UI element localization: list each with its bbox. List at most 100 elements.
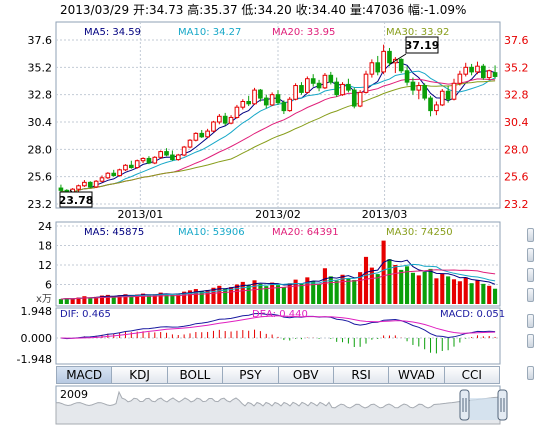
volume-bar bbox=[387, 259, 392, 304]
tab-psy[interactable]: PSY bbox=[223, 366, 279, 384]
x-tick-label: 2013/02 bbox=[255, 208, 301, 221]
volume-bar bbox=[428, 268, 433, 304]
volume-y-axis: 24 18 12 6 bbox=[38, 220, 52, 292]
hdr-low: 低:34.20 bbox=[241, 3, 295, 17]
vol-ma20-line bbox=[60, 269, 496, 300]
tab-macd[interactable]: MACD bbox=[56, 366, 113, 384]
volume-bar bbox=[88, 297, 93, 304]
y-tick-label: 35.2 bbox=[28, 61, 53, 74]
volume-bar bbox=[487, 285, 492, 304]
volume-bar bbox=[123, 294, 128, 304]
candle bbox=[263, 94, 269, 109]
candle bbox=[228, 115, 234, 125]
candle bbox=[117, 168, 122, 177]
volume-bar bbox=[287, 283, 292, 304]
tab-wvad[interactable]: WVAD bbox=[389, 366, 445, 384]
candle bbox=[340, 82, 345, 96]
volume-bar bbox=[94, 296, 99, 304]
navigator-right-handle[interactable] bbox=[497, 389, 508, 421]
volume-bar bbox=[105, 294, 110, 304]
candle bbox=[445, 85, 451, 103]
volume-y-tick: 24 bbox=[38, 220, 52, 233]
navigator-history-line bbox=[55, 390, 501, 425]
hdr-change: 幅:-1.09% bbox=[408, 2, 467, 17]
candle bbox=[175, 153, 181, 161]
volume-bar bbox=[446, 276, 451, 304]
macd-value-label: MACD: 0.051 bbox=[440, 309, 505, 320]
candle bbox=[234, 104, 240, 119]
price-x-axis: 2013/01 2013/02 2013/03 bbox=[118, 208, 408, 221]
y-tick-label: 28.0 bbox=[28, 143, 53, 156]
hdr-high: 高:35.37 bbox=[187, 2, 241, 17]
tab-cci[interactable]: CCI bbox=[444, 366, 500, 384]
candle bbox=[170, 150, 175, 161]
volume-bar bbox=[405, 266, 410, 304]
volume-ma-label: MA30: 74250 bbox=[386, 227, 453, 238]
volume-bar bbox=[352, 279, 357, 304]
tab-rsi[interactable]: RSI bbox=[333, 366, 390, 384]
candle bbox=[275, 90, 281, 105]
zoom-out-button[interactable] bbox=[527, 248, 534, 262]
candle bbox=[246, 95, 251, 107]
candle bbox=[87, 181, 93, 189]
candle bbox=[76, 184, 81, 192]
candle bbox=[240, 99, 246, 110]
candlesticks bbox=[58, 44, 498, 198]
volume-bar bbox=[358, 272, 363, 304]
tab-boll[interactable]: BOLL bbox=[167, 366, 224, 384]
hdr-volume: 量:47036 bbox=[350, 3, 408, 17]
volume-y-tick: 18 bbox=[38, 240, 52, 253]
navigator-left-handle[interactable] bbox=[459, 389, 470, 421]
candle bbox=[428, 95, 433, 117]
volume-bar bbox=[187, 290, 193, 304]
candle bbox=[416, 82, 422, 100]
candle bbox=[281, 100, 287, 115]
volume-ma-label: MA5: 45875 bbox=[84, 227, 144, 238]
volume-bar bbox=[229, 287, 234, 304]
candle bbox=[475, 61, 480, 75]
navigator-selection[interactable] bbox=[470, 398, 498, 420]
scroll-left-button[interactable] bbox=[527, 268, 534, 282]
candle bbox=[346, 78, 351, 93]
candle bbox=[387, 47, 392, 67]
macd-y-tick: -1.948 bbox=[17, 353, 52, 366]
volume-bar bbox=[305, 277, 310, 304]
volume-bar bbox=[281, 287, 286, 304]
tab-expand-button[interactable] bbox=[527, 366, 534, 380]
candle bbox=[351, 87, 357, 109]
vol-ma10-line bbox=[60, 263, 496, 300]
volume-bar bbox=[322, 268, 327, 304]
candle bbox=[111, 169, 117, 177]
panel-settings-button[interactable] bbox=[527, 334, 534, 348]
hdr-date: 2013/03/29 bbox=[60, 3, 133, 17]
volume-ma-label: MA20: 64391 bbox=[272, 227, 339, 238]
candle bbox=[434, 101, 439, 116]
tab-kdj[interactable]: KDJ bbox=[112, 366, 168, 384]
volume-bar bbox=[240, 281, 245, 304]
dea-line bbox=[60, 315, 496, 339]
candle bbox=[211, 120, 216, 133]
candle bbox=[58, 184, 64, 192]
navigator-year: 2009 bbox=[60, 388, 88, 401]
panel-toggle-button[interactable] bbox=[527, 314, 534, 328]
volume-bar bbox=[193, 289, 198, 304]
volume-bar bbox=[328, 276, 333, 304]
volume-bar bbox=[451, 279, 457, 304]
macd-y-tick: 1.948 bbox=[21, 305, 53, 318]
candle bbox=[187, 139, 193, 149]
scroll-right-button[interactable] bbox=[527, 288, 534, 302]
candle bbox=[217, 114, 222, 125]
candle bbox=[422, 83, 427, 101]
candle bbox=[164, 148, 169, 157]
volume-bar bbox=[363, 256, 369, 304]
volume-bar bbox=[334, 280, 339, 304]
tab-obv[interactable]: OBV bbox=[278, 366, 334, 384]
volume-y-tick: 6 bbox=[45, 279, 52, 292]
candle bbox=[369, 59, 375, 78]
zoom-in-button[interactable] bbox=[527, 228, 534, 242]
volume-bar bbox=[457, 281, 462, 304]
macd-y-tick: 0.000 bbox=[21, 332, 53, 345]
volume-bar bbox=[58, 299, 63, 304]
